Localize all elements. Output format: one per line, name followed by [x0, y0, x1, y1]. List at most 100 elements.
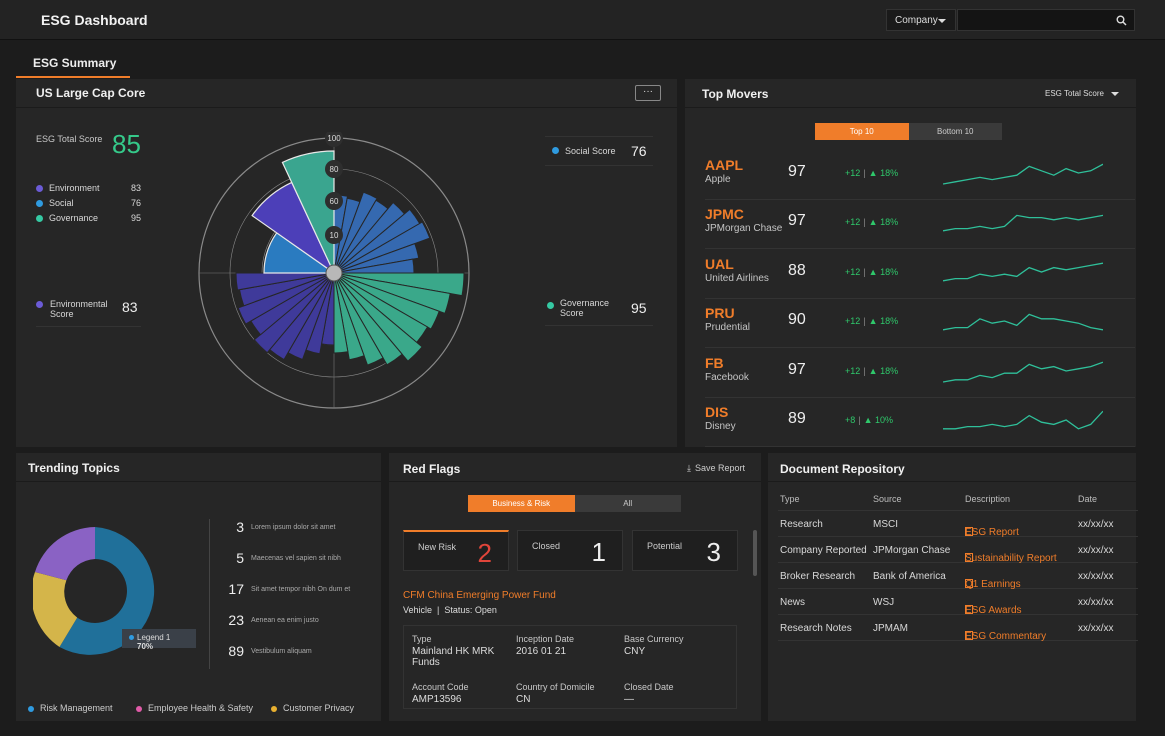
fund-name-link[interactable]: CFM China Emerging Power Fund: [403, 590, 556, 601]
topic-item[interactable]: 17 Sit amet tempor nibh On dum et: [221, 581, 371, 601]
divider: [209, 519, 210, 669]
mover-ticker[interactable]: AAPL: [705, 157, 744, 173]
description-text: Sustainability Report: [965, 553, 1057, 564]
radial-tick-label: 100: [327, 134, 341, 143]
mover-company-name: Apple: [705, 174, 731, 185]
column-header-source[interactable]: Source: [873, 494, 902, 504]
toggle-top-10[interactable]: Top 10: [815, 123, 909, 140]
mover-ticker[interactable]: DIS: [705, 404, 729, 420]
mover-change: +12 | ▲ 18%: [845, 316, 898, 326]
mover-ticker[interactable]: UAL: [705, 255, 734, 272]
documents-rows: Research MSCI ESG Report xx/xx/xx Company Re…: [778, 511, 1138, 642]
table-row[interactable]: Company Reported JPMorgan Chase Sustainabi…: [778, 537, 1138, 564]
governance-dot-icon: [547, 302, 554, 309]
document-icon: [965, 527, 973, 536]
environmental-label-line1: Environmental: [50, 299, 108, 309]
cell-source: MSCI: [873, 519, 898, 530]
topic-item[interactable]: 3 Lorem ipsum dolor sit amet: [221, 519, 371, 539]
toggle-bottom-10[interactable]: Bottom 10: [908, 123, 1002, 140]
mover-change: +12 | ▲ 18%: [845, 267, 898, 277]
mover-score: 88: [788, 261, 806, 279]
search-icon[interactable]: [1116, 15, 1127, 26]
donut-tooltip: Legend 1 70%: [122, 629, 196, 651]
column-header-description[interactable]: Description: [965, 494, 1011, 504]
trending-topics-panel: Trending Topics Legend 1 70% 3 Lorem ipsu…: [16, 453, 381, 721]
mover-ticker[interactable]: FB: [705, 354, 724, 371]
environmental-label-line2: Score: [50, 309, 74, 319]
closed-card[interactable]: Closed 1: [517, 530, 623, 571]
cell-type: Company Reported: [780, 545, 867, 556]
mover-row[interactable]: FB Facebook 97 +12 | ▲ 18%: [705, 349, 1135, 398]
legend-item: Employee Health & Safety: [136, 703, 253, 713]
more-options-button[interactable]: ···: [635, 85, 661, 101]
topic-item[interactable]: 23 Aenean ea enim justo: [221, 612, 371, 632]
movers-toggle: Top 10 Bottom 10: [815, 123, 1002, 140]
radial-bar-social: [333, 258, 415, 274]
save-report-button[interactable]: ⤓ Save Report: [687, 463, 745, 474]
mover-sparkline: [943, 262, 1103, 282]
mover-change: +12 | ▲ 18%: [845, 168, 898, 178]
mover-ticker[interactable]: JPMC: [705, 206, 744, 223]
tab-esg-summary[interactable]: ESG Summary: [16, 49, 130, 78]
chevron-down-icon[interactable]: [1111, 92, 1119, 96]
separator: |: [863, 365, 866, 376]
radial-bar-governance: [333, 272, 440, 330]
arrow-up-icon: ▲: [868, 365, 878, 376]
cell-type: Research Notes: [780, 623, 852, 634]
toggle-business-risk[interactable]: Business & Risk: [468, 495, 575, 512]
mover-company-name: United Airlines: [705, 272, 769, 284]
radial-highlight-governance: [281, 150, 335, 274]
column-header-date[interactable]: Date: [1078, 494, 1098, 504]
description-text: Q1 Earnings: [965, 579, 1021, 590]
new-risk-value: 2: [477, 538, 492, 568]
mover-delta: +12: [845, 266, 861, 277]
mover-row[interactable]: PRU Prudential 90 +12 | ▲ 18%: [705, 299, 1135, 349]
detail-value: AMP13596: [412, 694, 462, 705]
social-score-label: Social Score: [565, 146, 616, 156]
radial-bar-governance: [333, 272, 403, 366]
mover-company-name: Facebook: [705, 371, 749, 383]
mover-delta: +8: [845, 415, 856, 425]
mover-row[interactable]: UAL United Airlines 88 +12 | ▲ 18%: [705, 250, 1135, 299]
table-row[interactable]: News WSJ ESG Awards xx/xx/xx: [778, 589, 1138, 616]
mover-row[interactable]: JPMC JPMorgan Chase 97 +12 | ▲ 18%: [705, 200, 1135, 250]
topic-text: Sit amet tempor nibh On dum et: [251, 586, 351, 593]
table-header-row: Type Source Description Date: [778, 491, 1138, 511]
movers-filter-dropdown[interactable]: ESG Total Score: [1045, 89, 1104, 98]
esg-radial-chart: 100 80 60 10: [198, 132, 470, 409]
mover-change: +12 | ▲ 18%: [845, 366, 898, 376]
table-row[interactable]: Research Notes JPMAM ESG Commentary xx/xx/x…: [778, 615, 1138, 642]
radial-bar-social: [333, 221, 431, 274]
table-row[interactable]: Research MSCI ESG Report xx/xx/xx: [778, 511, 1138, 538]
mover-row[interactable]: DIS Disney 89 +8 | ▲ 10%: [705, 398, 1135, 447]
document-repository-panel: Document Repository Type Source Descript…: [768, 453, 1138, 721]
mover-row[interactable]: AAPL Apple 97 +12 | ▲ 18%: [705, 151, 1135, 200]
donut-slice-employee-health: [35, 527, 95, 581]
topic-item[interactable]: 5 Maecenas vel sapien sit nibh: [221, 550, 371, 570]
mover-score: 97: [788, 163, 806, 180]
mover-ticker[interactable]: PRU: [705, 305, 735, 322]
table-row[interactable]: Broker Research Bank of America Q1 Earning…: [778, 563, 1138, 590]
red-flags-scrollbar[interactable]: [753, 530, 757, 576]
download-icon: ⤓: [686, 463, 691, 473]
column-header-type[interactable]: Type: [780, 494, 800, 504]
company-dropdown[interactable]: Company: [886, 9, 956, 31]
esg-summary-header: US Large Cap Core ···: [16, 79, 677, 108]
breakdown-label: Governance: [49, 213, 99, 223]
mover-change: +12 | ▲ 18%: [845, 217, 898, 227]
topic-count: 5: [236, 550, 244, 566]
potential-card[interactable]: Potential 3: [632, 530, 738, 571]
new-risk-card[interactable]: New Risk 2: [403, 530, 509, 571]
separator: |: [863, 217, 866, 228]
detail-label: Closed Date: [624, 682, 674, 692]
toggle-all[interactable]: All: [574, 495, 681, 512]
breakdown-value: 83: [130, 183, 141, 193]
description-text: ESG Report: [965, 527, 1019, 538]
radial-tick-badge: [325, 192, 343, 210]
cell-type: Broker Research: [780, 571, 856, 582]
search-input[interactable]: [957, 9, 1135, 31]
radial-center-hub: [325, 264, 343, 282]
mover-percent: 18%: [880, 316, 899, 327]
topic-item[interactable]: 89 Vestibulum aliquam: [221, 643, 371, 663]
trending-header: Trending Topics: [16, 453, 381, 482]
